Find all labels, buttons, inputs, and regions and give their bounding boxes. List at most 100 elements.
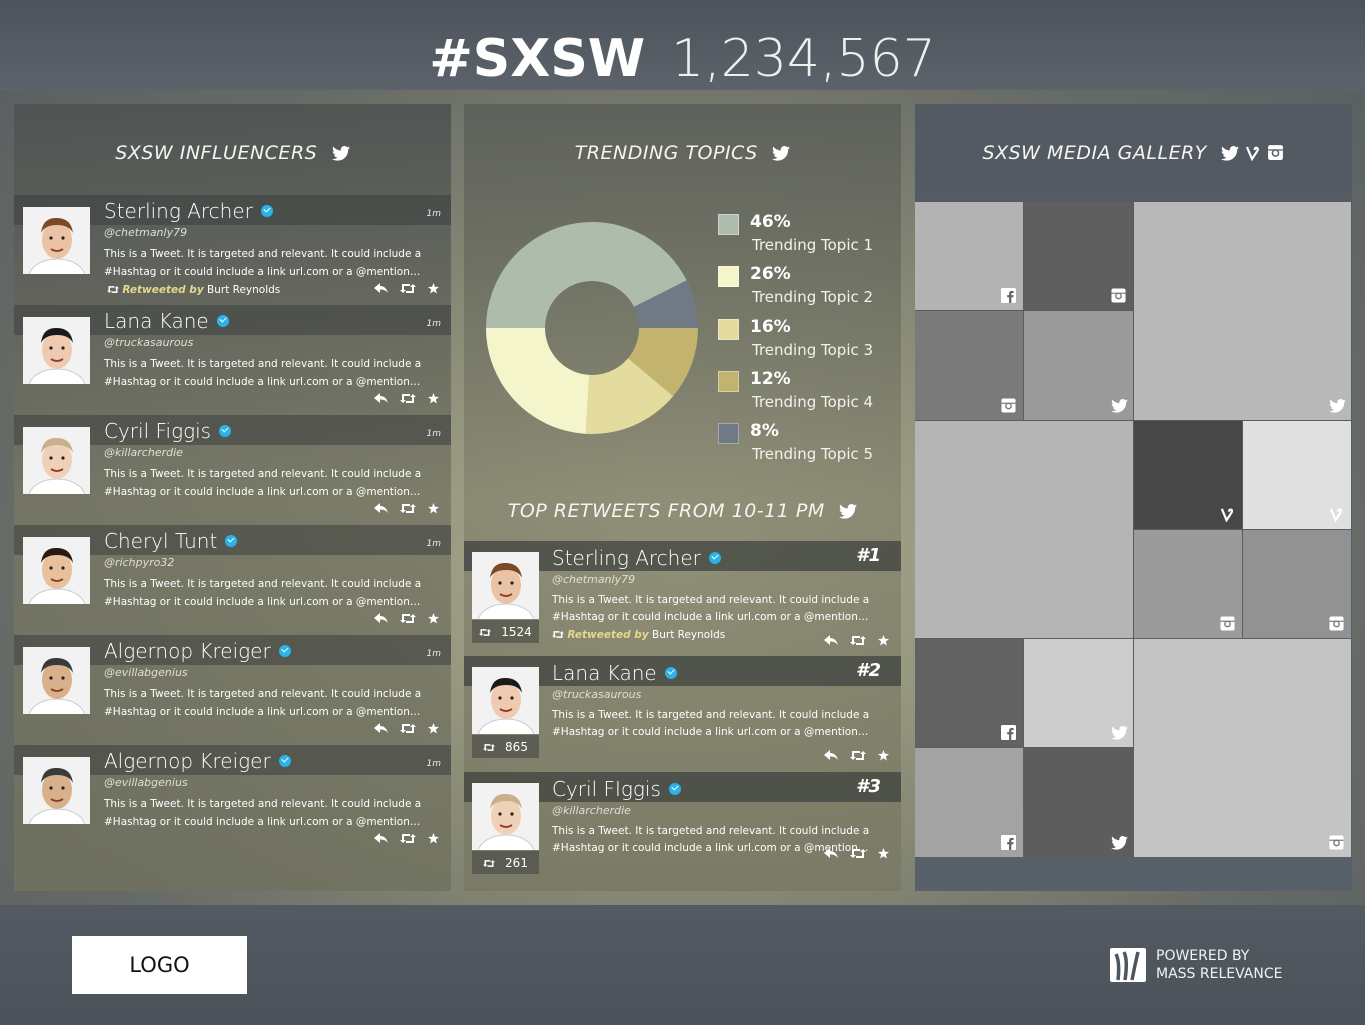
user-handle[interactable]: @truckasaurous: [104, 336, 194, 349]
media-tile[interactable]: [1242, 529, 1351, 638]
influencer-name[interactable]: Cyril Figgis: [104, 419, 232, 443]
user-handle[interactable]: @killarcherdie: [552, 804, 631, 817]
influencers-title: SXSW INFLUENCERS: [14, 142, 451, 164]
favorite-icon[interactable]: [878, 750, 889, 764]
media-tile[interactable]: [1133, 202, 1351, 420]
user-handle[interactable]: @evillabgenius: [104, 776, 188, 789]
influencer-name[interactable]: Cheryl Tunt: [104, 529, 238, 553]
favorite-icon[interactable]: [428, 723, 439, 737]
user-handle[interactable]: @evillabgenius: [104, 666, 188, 679]
avatar[interactable]: [23, 317, 90, 384]
avatar[interactable]: [23, 647, 90, 714]
influencer-item[interactable]: Lana Kane 1m @truckasaurous This is a Tweet…: [14, 305, 451, 415]
reply-icon[interactable]: [374, 503, 388, 517]
retweet-author-name[interactable]: Lana Kane: [552, 661, 677, 685]
retweet-icon[interactable]: [400, 613, 416, 627]
media-tile[interactable]: [915, 639, 1024, 748]
media-tile[interactable]: [1024, 748, 1133, 857]
influencer-name[interactable]: Sterling Archer: [104, 199, 273, 223]
user-handle[interactable]: @chetmanly79: [552, 573, 636, 586]
retweet-icon[interactable]: [400, 723, 416, 737]
reply-icon[interactable]: [824, 848, 838, 862]
favorite-icon[interactable]: [878, 848, 889, 862]
media-tile[interactable]: [915, 420, 1133, 638]
influencer-item[interactable]: Cheryl Tunt 1m @richpyro32 This is a Tweet.…: [14, 525, 451, 635]
retweet-icon[interactable]: [850, 750, 866, 764]
powered-by[interactable]: POWERED BY MASS RELEVANCE: [1110, 946, 1282, 984]
influencer-name[interactable]: Algernop Kreiger: [104, 639, 291, 663]
top-retweet-item[interactable]: 1524 Sterling Archer #1 @chetmanly79 This is…: [464, 541, 901, 656]
favorite-icon[interactable]: [428, 393, 439, 407]
media-tile[interactable]: [1133, 529, 1242, 638]
influencer-name[interactable]: Algernop Kreiger: [104, 749, 291, 773]
retweet-icon[interactable]: [400, 393, 416, 407]
media-tile[interactable]: [1024, 202, 1133, 311]
instagram-icon: [1001, 397, 1016, 413]
retweet-icon[interactable]: [850, 848, 866, 862]
user-handle[interactable]: @killarcherdie: [104, 446, 183, 459]
tweet-text: This is a Tweet. It is targeted and rele…: [552, 825, 870, 854]
influencer-item[interactable]: Algernop Kreiger 1m @evillabgenius This is …: [14, 745, 451, 855]
retweeted-by-user[interactable]: Burt Reynolds: [652, 629, 726, 641]
media-tile[interactable]: [915, 202, 1024, 311]
legend-topic-label[interactable]: Trending Topic 1: [752, 236, 874, 254]
media-tile[interactable]: [1024, 311, 1133, 420]
retweeted-by-user[interactable]: Burt Reynolds: [207, 284, 281, 296]
user-handle[interactable]: @chetmanly79: [104, 226, 188, 239]
legend-percent: 16%: [750, 316, 791, 337]
legend-topic-label[interactable]: Trending Topic 3: [752, 340, 874, 359]
reply-icon[interactable]: [374, 283, 388, 297]
influencer-item[interactable]: Sterling Archer 1m @chetmanly79 This is a T…: [14, 195, 451, 305]
favorite-icon[interactable]: [428, 833, 439, 847]
favorite-icon[interactable]: [428, 613, 439, 627]
influencers-title-text: SXSW INFLUENCERS: [115, 142, 318, 164]
favorite-icon[interactable]: [428, 503, 439, 517]
reply-icon[interactable]: [824, 635, 838, 649]
tweet-time: 1m: [426, 539, 442, 549]
avatar[interactable]: [23, 427, 90, 494]
retweet-icon[interactable]: [400, 503, 416, 517]
top-retweet-item[interactable]: 865 Lana Kane #2 @truckasaurous This is a Tw…: [464, 656, 901, 771]
reply-icon[interactable]: [374, 833, 388, 847]
retweet-icon[interactable]: [850, 635, 866, 649]
retweeted-by: Retweeted by Burt Reynolds: [552, 629, 725, 641]
avatar[interactable]: [472, 667, 539, 734]
influencer-name[interactable]: Lana Kane: [104, 309, 229, 333]
retweet-count: 1524: [472, 620, 539, 643]
avatar[interactable]: [23, 757, 90, 824]
retweet-small-icon: [552, 629, 564, 641]
vine-icon: [1220, 507, 1235, 523]
media-tile[interactable]: [1242, 420, 1351, 529]
influencer-name-text: Cheryl Tunt: [104, 529, 218, 553]
retweet-author-name[interactable]: Sterling Archer: [552, 546, 721, 570]
legend-topic-label[interactable]: Trending Topic 5: [752, 445, 874, 464]
media-tile[interactable]: [1133, 420, 1242, 529]
favorite-icon[interactable]: [428, 283, 439, 297]
tweet-time: 1m: [426, 649, 442, 659]
reply-icon[interactable]: [374, 723, 388, 737]
legend-topic-label[interactable]: Trending Topic 4: [752, 392, 874, 411]
user-handle[interactable]: @truckasaurous: [552, 688, 642, 701]
user-handle[interactable]: @richpyro32: [104, 556, 175, 569]
avatar[interactable]: [472, 783, 539, 850]
reply-icon[interactable]: [374, 393, 388, 407]
twitter-icon: [1110, 835, 1128, 850]
reply-icon[interactable]: [374, 613, 388, 627]
media-tile[interactable]: [915, 311, 1024, 420]
legend-item: 26% Trending Topic 2: [718, 264, 918, 316]
avatar[interactable]: [23, 537, 90, 604]
legend-topic-label[interactable]: Trending Topic 2: [752, 288, 874, 307]
top-retweet-item[interactable]: 261 Cyril FIggis #3 @killarcherdie This is a…: [464, 772, 901, 887]
influencer-item[interactable]: Cyril Figgis 1m @killarcherdie This is a Tw…: [14, 415, 451, 525]
reply-icon[interactable]: [824, 750, 838, 764]
retweet-author-name[interactable]: Cyril FIggis: [552, 777, 681, 801]
retweet-icon[interactable]: [400, 833, 416, 847]
media-tile[interactable]: [1133, 639, 1351, 857]
media-tile[interactable]: [915, 748, 1024, 857]
favorite-icon[interactable]: [878, 635, 889, 649]
avatar[interactable]: [472, 552, 539, 619]
media-tile[interactable]: [1024, 639, 1133, 748]
retweet-icon[interactable]: [400, 283, 416, 297]
influencer-item[interactable]: Algernop Kreiger 1m @evillabgenius This is …: [14, 635, 451, 745]
avatar[interactable]: [23, 207, 90, 274]
